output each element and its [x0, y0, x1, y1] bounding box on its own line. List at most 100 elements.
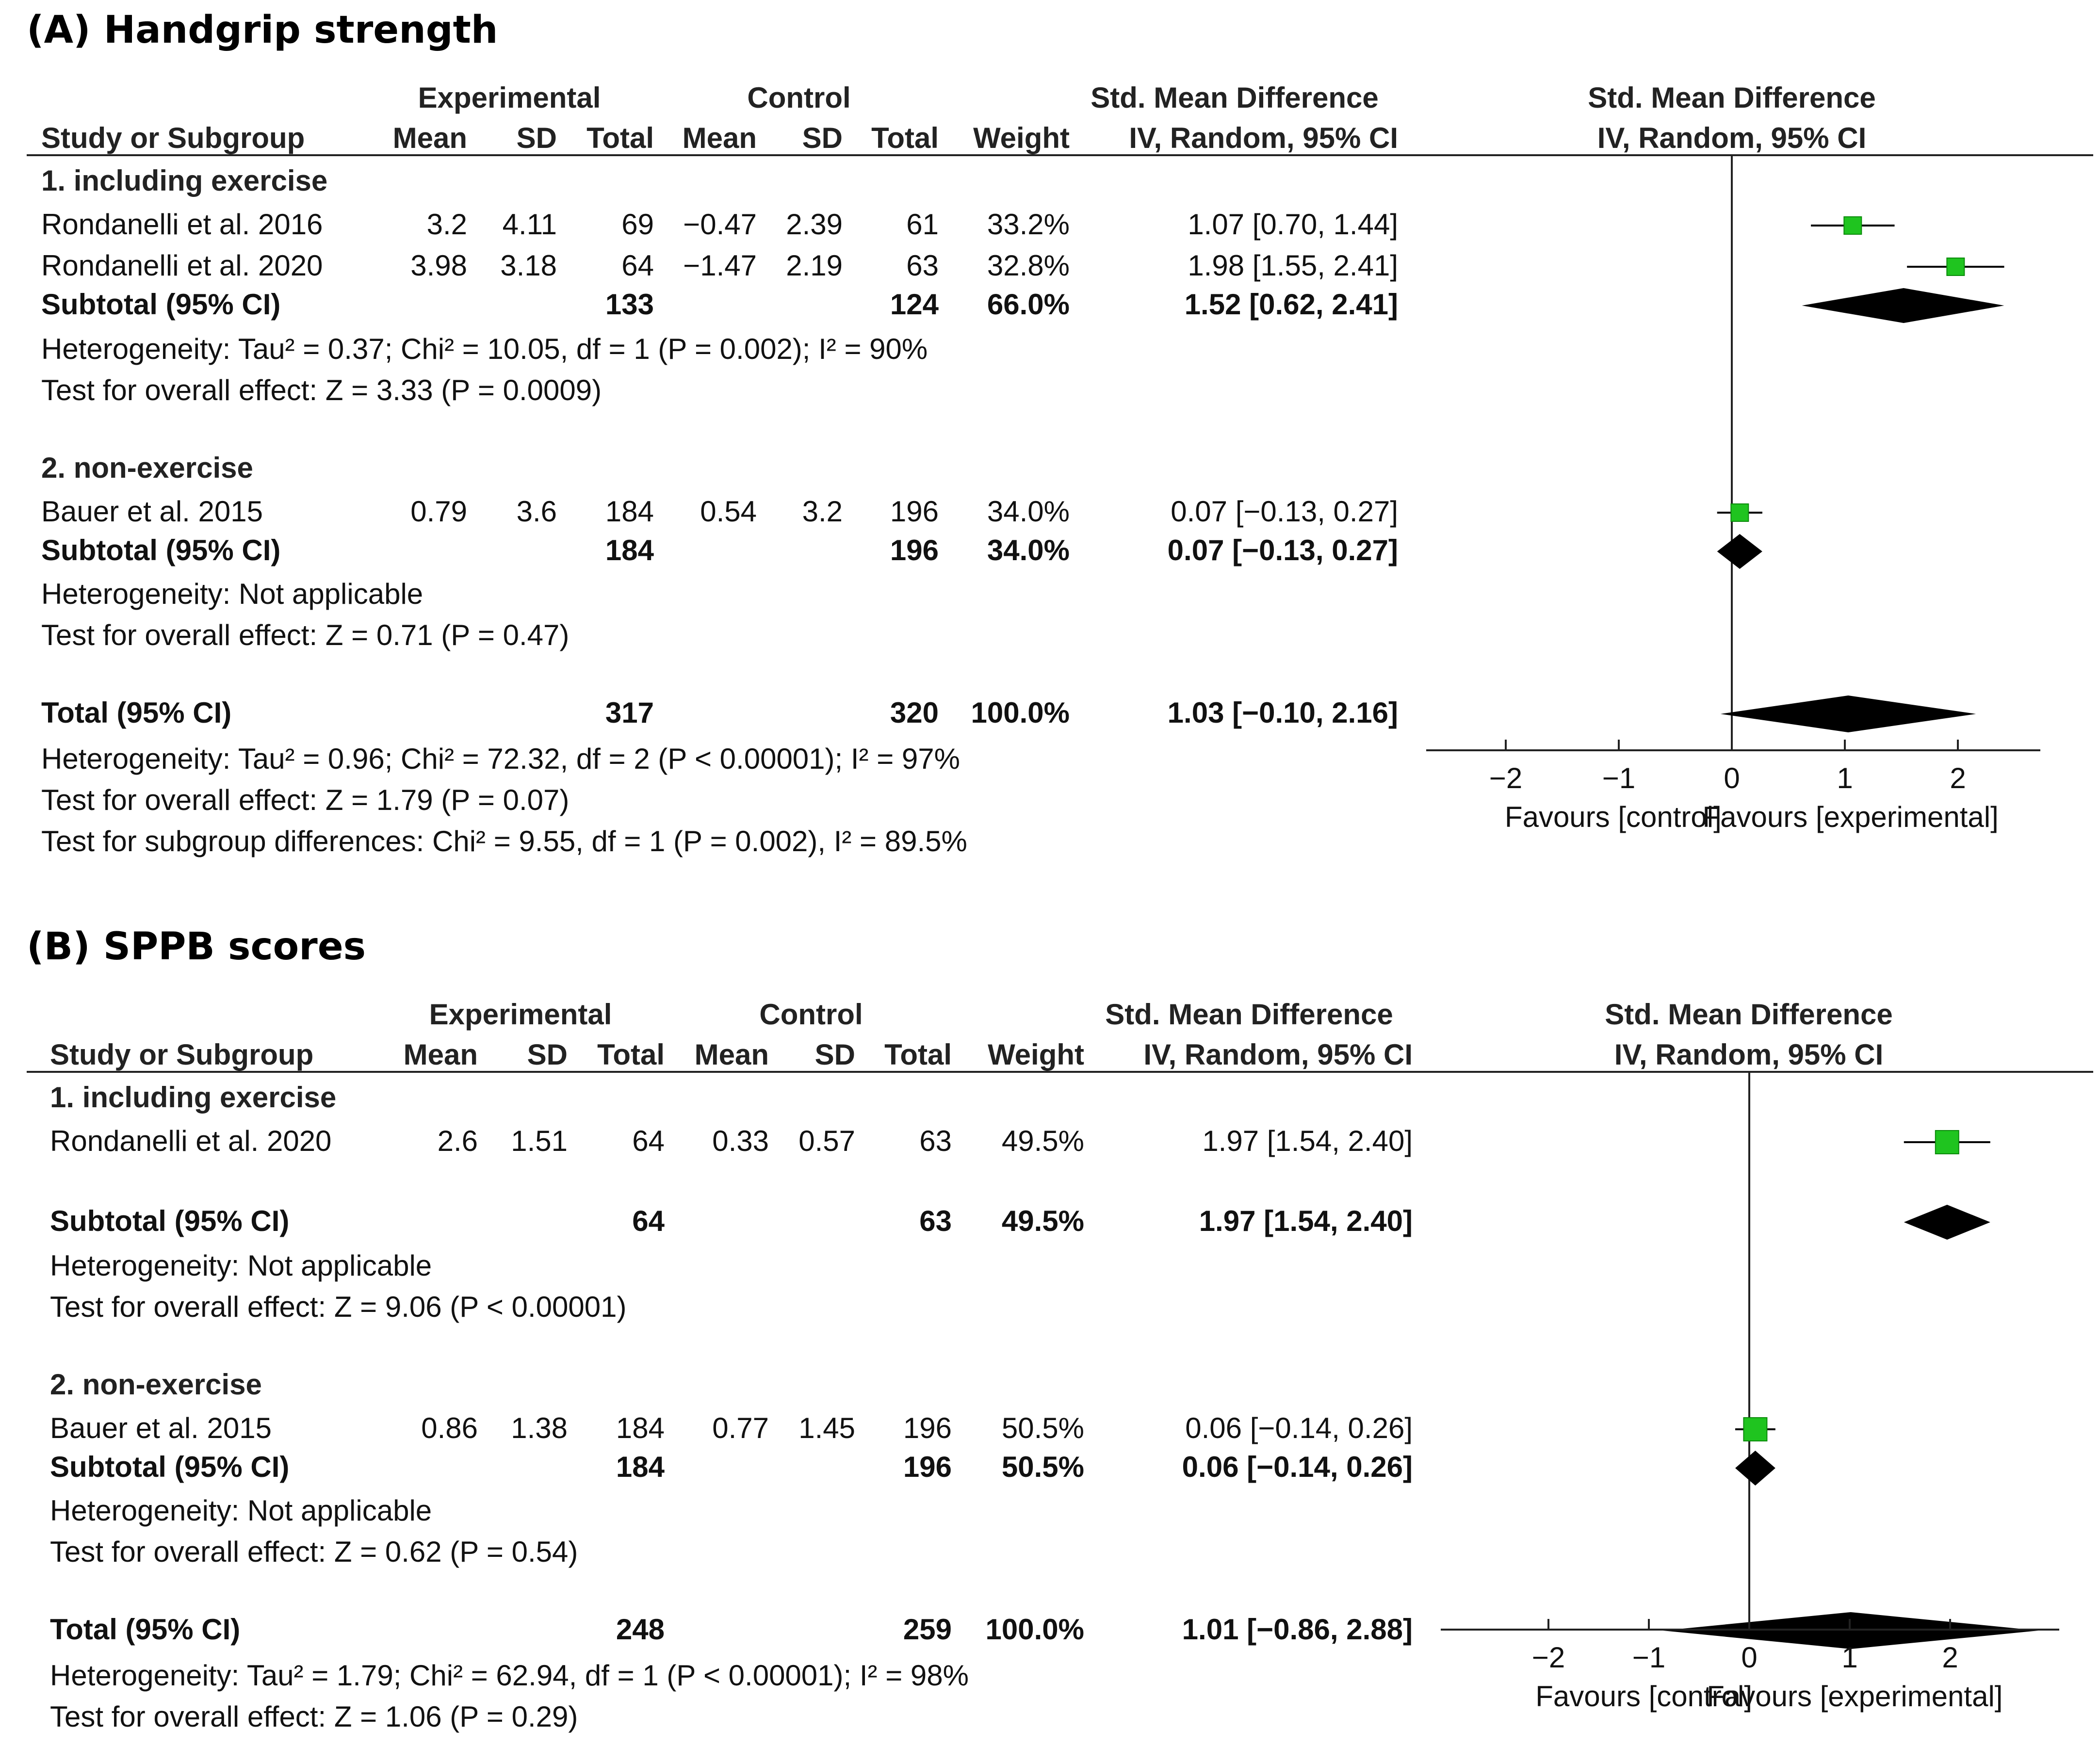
header-control: Control	[747, 81, 850, 114]
ctl-sd: 1.45	[798, 1412, 855, 1444]
study-ci-text: 1.98 [1.55, 2.41]	[1188, 249, 1398, 282]
subgroup-overall-effect: Test for overall effect: Z = 9.06 (P < 0…	[50, 1291, 626, 1323]
subgroup-heterogeneity: Heterogeneity: Tau² = 0.37; Chi² = 10.05…	[41, 333, 928, 365]
exp-sd: 4.11	[503, 208, 557, 241]
favours-experimental-label: Favours [experimental]	[1703, 801, 1999, 833]
ctl-total: 196	[890, 495, 939, 528]
total-weight: 100.0%	[986, 1613, 1085, 1646]
header-ctl-total: Total	[871, 122, 939, 154]
subgroup-differences: Test for subgroup differences: Chi² = 9.…	[41, 825, 967, 857]
header-ctl-total: Total	[884, 1038, 952, 1071]
study-name: Bauer et al. 2015	[41, 495, 263, 528]
subtotal-ci-text: 0.06 [−0.14, 0.26]	[1182, 1451, 1413, 1483]
header-ctl-mean: Mean	[683, 122, 757, 154]
total-overall-effect: Test for overall effect: Z = 1.06 (P = 0…	[50, 1700, 578, 1733]
study-ci-text: 1.97 [1.54, 2.40]	[1202, 1125, 1413, 1157]
subtotal-weight: 66.0%	[987, 288, 1070, 321]
total-ci-text: 1.01 [−0.86, 2.88]	[1182, 1613, 1413, 1646]
header-experimental: Experimental	[418, 81, 601, 114]
x-axis-tick-label: 0	[1724, 762, 1740, 794]
effect-square	[1843, 216, 1862, 235]
total-overall-effect: Test for overall effect: Z = 1.79 (P = 0…	[41, 784, 569, 816]
subtotal-exp-total: 184	[616, 1451, 665, 1483]
header-exp-mean: Mean	[393, 122, 467, 154]
subtotal-ci-text: 1.52 [0.62, 2.41]	[1185, 288, 1398, 321]
study-ci-text: 0.06 [−0.14, 0.26]	[1185, 1412, 1413, 1444]
ctl-total: 196	[903, 1412, 952, 1444]
total-exp-total: 317	[605, 696, 654, 729]
subtotal-diamond	[1802, 288, 2004, 323]
ctl-sd: 2.39	[786, 208, 843, 241]
header-ctl-mean: Mean	[695, 1038, 769, 1071]
subtotal-ctl-total: 63	[919, 1205, 952, 1237]
subtotal-ci-text: 0.07 [−0.13, 0.27]	[1168, 534, 1398, 566]
subtotal-ci-text: 1.97 [1.54, 2.40]	[1199, 1205, 1413, 1237]
exp-total: 64	[632, 1125, 665, 1157]
header-smd-plot: Std. Mean Difference	[1588, 81, 1875, 114]
total-exp-total: 248	[616, 1613, 665, 1646]
study-name: Rondanelli et al. 2016	[41, 208, 323, 241]
header-ctl-sd: SD	[802, 122, 843, 154]
effect-square	[1743, 1417, 1768, 1441]
study-weight: 33.2%	[987, 208, 1070, 241]
header-smd-table: Std. Mean Difference	[1091, 81, 1378, 114]
header-exp-total: Total	[586, 122, 654, 154]
subtotal-label: Subtotal (95% CI)	[41, 534, 280, 566]
subgroup-label: 2. non-exercise	[50, 1368, 262, 1401]
exp-sd: 3.18	[500, 249, 557, 282]
header-study: Study or Subgroup	[41, 122, 305, 154]
header-control: Control	[759, 998, 863, 1031]
header-method-table: IV, Random, 95% CI	[1129, 122, 1398, 154]
subgroup-heterogeneity: Heterogeneity: Not applicable	[50, 1494, 432, 1527]
subtotal-exp-total: 184	[605, 534, 654, 566]
x-axis-tick-label: −2	[1489, 762, 1522, 794]
total-label: Total (95% CI)	[41, 696, 231, 729]
exp-sd: 1.38	[511, 1412, 568, 1444]
subtotal-diamond	[1717, 534, 1762, 569]
exp-sd: 1.51	[511, 1125, 568, 1157]
study-ci-text: 0.07 [−0.13, 0.27]	[1171, 495, 1398, 528]
total-heterogeneity: Heterogeneity: Tau² = 1.79; Chi² = 62.94…	[50, 1659, 969, 1692]
subtotal-label: Subtotal (95% CI)	[50, 1451, 289, 1483]
x-axis-tick-label: −1	[1632, 1641, 1665, 1674]
panel-title: (A) Handgrip strength	[27, 8, 498, 52]
subtotal-exp-total: 64	[632, 1205, 665, 1237]
exp-total: 69	[621, 208, 654, 241]
x-axis-tick-label: 2	[1950, 762, 1966, 794]
exp-mean: 0.79	[410, 495, 467, 528]
header-study: Study or Subgroup	[50, 1038, 313, 1071]
ctl-sd: 2.19	[786, 249, 843, 282]
subgroup-overall-effect: Test for overall effect: Z = 3.33 (P = 0…	[41, 374, 602, 406]
subtotal-label: Subtotal (95% CI)	[50, 1205, 289, 1237]
effect-square	[1730, 503, 1749, 522]
header-smd-plot: Std. Mean Difference	[1605, 998, 1892, 1031]
subgroup-label: 2. non-exercise	[41, 452, 253, 484]
exp-mean: 0.86	[421, 1412, 478, 1444]
header-exp-sd: SD	[527, 1038, 568, 1071]
study-weight: 50.5%	[1002, 1412, 1084, 1444]
ctl-total: 63	[906, 249, 939, 282]
subtotal-ctl-total: 196	[890, 534, 939, 566]
study-name: Rondanelli et al. 2020	[41, 249, 323, 282]
study-weight: 34.0%	[987, 495, 1070, 528]
favours-control-label: Favours [control]	[1535, 1680, 1752, 1713]
ctl-mean: −1.47	[683, 249, 757, 282]
exp-mean: 3.98	[410, 249, 467, 282]
subtotal-weight: 34.0%	[987, 534, 1070, 566]
study-ci-text: 1.07 [0.70, 1.44]	[1188, 208, 1398, 241]
total-heterogeneity: Heterogeneity: Tau² = 0.96; Chi² = 72.32…	[41, 743, 960, 775]
header-exp-total: Total	[597, 1038, 665, 1071]
total-label: Total (95% CI)	[50, 1613, 240, 1646]
forest-panel-a: (A) Handgrip strength Experimental Control…	[27, 8, 2093, 857]
study-weight: 32.8%	[987, 249, 1070, 282]
ctl-mean: 0.77	[712, 1412, 769, 1444]
favours-control-label: Favours [control]	[1505, 801, 1722, 833]
subtotal-ctl-total: 124	[890, 288, 939, 321]
header-exp-sd: SD	[517, 122, 557, 154]
total-diamond	[1720, 695, 1976, 732]
subtotal-ctl-total: 196	[903, 1451, 952, 1483]
subgroup-overall-effect: Test for overall effect: Z = 0.71 (P = 0…	[41, 619, 569, 651]
x-axis-tick-label: 1	[1841, 1641, 1857, 1674]
total-weight: 100.0%	[971, 696, 1070, 729]
